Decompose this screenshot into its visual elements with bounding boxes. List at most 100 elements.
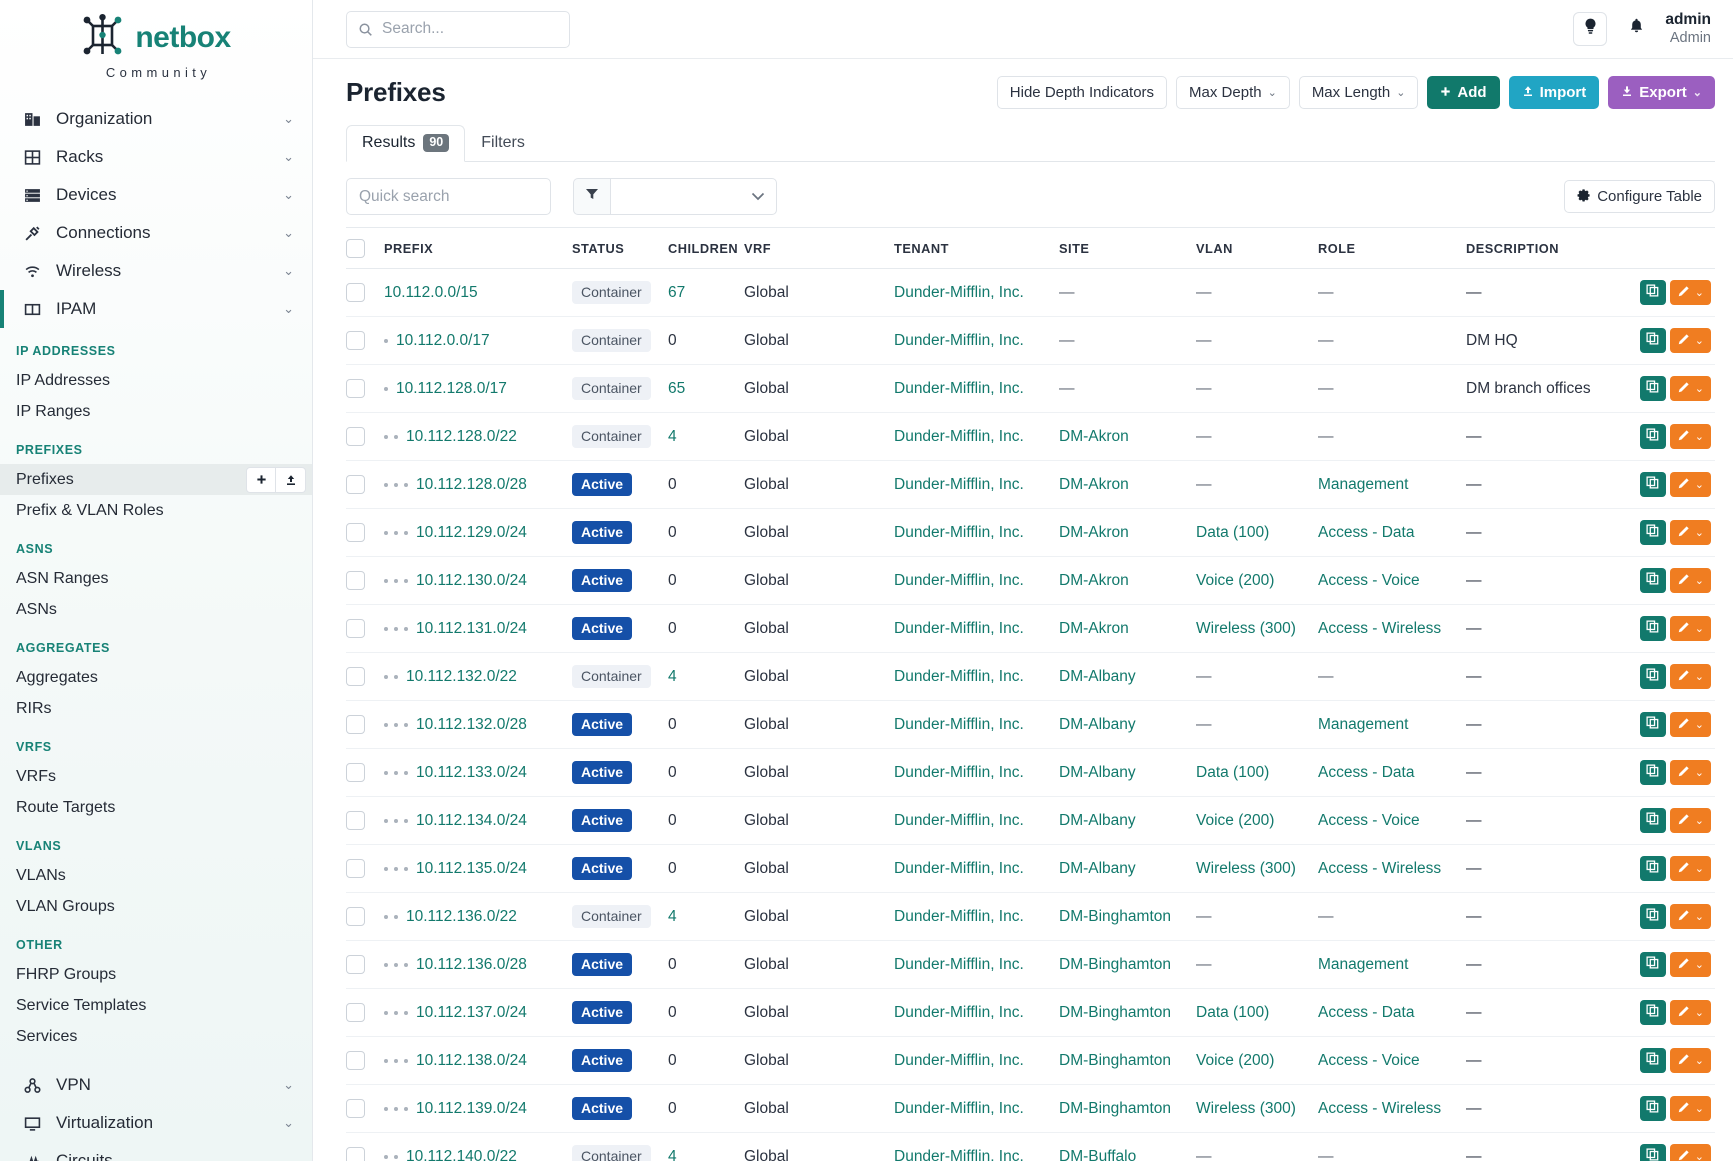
column-header-vrf[interactable]: VRF	[744, 228, 894, 269]
tenant-link[interactable]: Dunder-Mifflin, Inc.	[894, 1099, 1024, 1117]
row-checkbox[interactable]	[346, 379, 365, 398]
row-checkbox[interactable]	[346, 427, 365, 446]
prefix-link[interactable]: 10.112.132.0/22	[406, 667, 517, 685]
prefix-link[interactable]: 10.112.133.0/24	[416, 763, 527, 781]
table-row[interactable]: 10.112.128.0/22 Container 4 Global Dunde…	[346, 412, 1715, 461]
role-link[interactable]: Access - Voice	[1318, 571, 1420, 589]
tenant-link[interactable]: Dunder-Mifflin, Inc.	[894, 955, 1024, 973]
sidebar-item-ip-addresses[interactable]: IP Addresses	[0, 365, 312, 396]
vlan-link[interactable]: Voice (200)	[1196, 571, 1275, 589]
sidebar-item-racks[interactable]: Racks ⌄	[0, 138, 312, 176]
clone-button[interactable]	[1639, 1144, 1666, 1161]
global-search[interactable]	[346, 10, 570, 48]
table-row[interactable]: 10.112.130.0/24 Active 0 Global Dunder-M…	[346, 556, 1715, 605]
row-checkbox[interactable]	[346, 1099, 365, 1118]
sidebar-item-asns[interactable]: ASNs	[0, 594, 312, 625]
sidebar-item-route-targets[interactable]: Route Targets	[0, 792, 312, 823]
sidebar-item-fhrp-groups[interactable]: FHRP Groups	[0, 959, 312, 990]
children-count[interactable]: 4	[668, 1147, 677, 1161]
tenant-link[interactable]: Dunder-Mifflin, Inc.	[894, 475, 1024, 493]
site-link[interactable]: DM-Binghamton	[1059, 1099, 1171, 1117]
quick-search-input[interactable]	[346, 178, 551, 215]
sidebar-item-asn-ranges[interactable]: ASN Ranges	[0, 563, 312, 594]
edit-button[interactable]: ⌄	[1669, 1000, 1711, 1025]
row-checkbox[interactable]	[346, 667, 365, 686]
tenant-link[interactable]: Dunder-Mifflin, Inc.	[894, 379, 1024, 397]
row-checkbox[interactable]	[346, 763, 365, 782]
role-link[interactable]: Access - Wireless	[1318, 859, 1442, 877]
site-link[interactable]: DM-Binghamton	[1059, 907, 1171, 925]
sidebar-item-circuits[interactable]: Circuits ⌄	[0, 1142, 312, 1161]
column-header-description[interactable]: Description	[1466, 228, 1626, 269]
prefix-link[interactable]: 10.112.136.0/28	[416, 955, 527, 973]
hide-depth-indicators-button[interactable]: Hide Depth Indicators	[996, 76, 1168, 109]
children-count[interactable]: 67	[668, 283, 686, 301]
prefix-link[interactable]: 10.112.136.0/22	[406, 907, 517, 925]
site-link[interactable]: DM-Albany	[1059, 859, 1136, 877]
vlan-link[interactable]: Voice (200)	[1196, 1051, 1275, 1069]
sidebar-item-aggregates[interactable]: Aggregates	[0, 662, 312, 693]
prefix-link[interactable]: 10.112.132.0/28	[416, 715, 527, 733]
vlan-link[interactable]: Wireless (300)	[1196, 1099, 1296, 1117]
prefix-link[interactable]: 10.112.134.0/24	[416, 811, 527, 829]
table-row[interactable]: 10.112.137.0/24 Active 0 Global Dunder-M…	[346, 988, 1715, 1037]
clone-button[interactable]	[1639, 712, 1666, 737]
row-checkbox[interactable]	[346, 907, 365, 926]
role-link[interactable]: Management	[1318, 475, 1409, 493]
table-row[interactable]: 10.112.135.0/24 Active 0 Global Dunder-M…	[346, 844, 1715, 893]
tenant-link[interactable]: Dunder-Mifflin, Inc.	[894, 811, 1024, 829]
tab-results[interactable]: Results 90	[346, 125, 466, 162]
row-checkbox[interactable]	[346, 811, 365, 830]
edit-button[interactable]: ⌄	[1669, 472, 1711, 497]
tenant-link[interactable]: Dunder-Mifflin, Inc.	[894, 283, 1024, 301]
prefix-link[interactable]: 10.112.129.0/24	[416, 523, 527, 541]
brand[interactable]: netbox Community	[0, 0, 312, 86]
tenant-link[interactable]: Dunder-Mifflin, Inc.	[894, 619, 1024, 637]
tenant-link[interactable]: Dunder-Mifflin, Inc.	[894, 763, 1024, 781]
sidebar-item-service-templates[interactable]: Service Templates	[0, 990, 312, 1021]
import-button[interactable]: Import	[1508, 76, 1600, 109]
tenant-link[interactable]: Dunder-Mifflin, Inc.	[894, 1051, 1024, 1069]
column-header-role[interactable]: Role	[1318, 228, 1466, 269]
children-count[interactable]: 65	[668, 379, 686, 397]
table-row[interactable]: 10.112.0.0/15 Container 67 Global Dunder…	[346, 268, 1715, 317]
table-row[interactable]: 10.112.133.0/24 Active 0 Global Dunder-M…	[346, 748, 1715, 797]
clone-button[interactable]	[1639, 280, 1666, 305]
sidebar-item-wireless[interactable]: Wireless ⌄	[0, 252, 312, 290]
sidebar-item-prefixes[interactable]: Prefixes	[0, 464, 312, 495]
prefix-link[interactable]: 10.112.139.0/24	[416, 1099, 527, 1117]
clone-button[interactable]	[1639, 472, 1666, 497]
sidebar-item-ip-ranges[interactable]: IP Ranges	[0, 396, 312, 427]
role-link[interactable]: Access - Data	[1318, 523, 1415, 541]
sidebar-item-services[interactable]: Services	[0, 1021, 312, 1052]
site-link[interactable]: DM-Binghamton	[1059, 1003, 1171, 1021]
prefix-link[interactable]: 10.112.0.0/17	[396, 331, 490, 349]
children-count[interactable]: 4	[668, 427, 677, 445]
notifications-button[interactable]	[1623, 14, 1649, 44]
sidebar-item-vrfs[interactable]: VRFs	[0, 761, 312, 792]
clone-button[interactable]	[1639, 904, 1666, 929]
site-link[interactable]: DM-Albany	[1059, 667, 1136, 685]
column-header-status[interactable]: Status	[572, 228, 668, 269]
row-checkbox[interactable]	[346, 1051, 365, 1070]
sidebar-item-vlans[interactable]: VLANs	[0, 860, 312, 891]
edit-button[interactable]: ⌄	[1669, 568, 1711, 593]
clone-button[interactable]	[1639, 664, 1666, 689]
theme-toggle-button[interactable]	[1573, 12, 1608, 46]
table-row[interactable]: 10.112.132.0/22 Container 4 Global Dunde…	[346, 652, 1715, 701]
tenant-link[interactable]: Dunder-Mifflin, Inc.	[894, 859, 1024, 877]
prefix-link[interactable]: 10.112.128.0/17	[396, 379, 507, 397]
prefix-link[interactable]: 10.112.131.0/24	[416, 619, 527, 637]
site-link[interactable]: DM-Binghamton	[1059, 1051, 1171, 1069]
edit-button[interactable]: ⌄	[1669, 712, 1711, 737]
table-row[interactable]: 10.112.136.0/22 Container 4 Global Dunde…	[346, 892, 1715, 941]
clone-button[interactable]	[1639, 760, 1666, 785]
export-button[interactable]: Export ⌄	[1608, 76, 1715, 109]
user-menu[interactable]: admin Admin	[1665, 11, 1715, 48]
prefix-link[interactable]: 10.112.135.0/24	[416, 859, 527, 877]
tenant-link[interactable]: Dunder-Mifflin, Inc.	[894, 715, 1024, 733]
sidebar-item-ipam[interactable]: IPAM ⌄	[0, 290, 312, 328]
edit-button[interactable]: ⌄	[1669, 760, 1711, 785]
clone-button[interactable]	[1639, 328, 1666, 353]
edit-button[interactable]: ⌄	[1669, 328, 1711, 353]
